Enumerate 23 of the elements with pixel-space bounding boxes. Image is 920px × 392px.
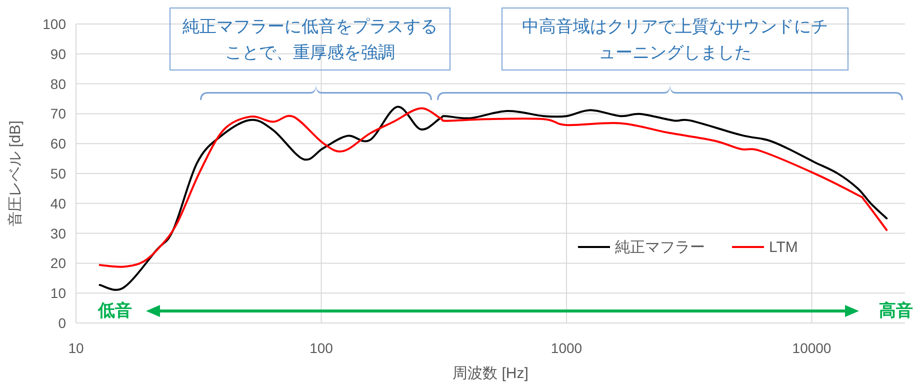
x-tick-label: 10: [68, 340, 84, 356]
annotation: 低音: [97, 301, 132, 320]
y-tick-label: 90: [50, 46, 66, 62]
y-tick-label: 20: [50, 255, 66, 272]
annotation: 高音: [879, 301, 913, 320]
y-axis-title: 音圧レベル [dB]: [7, 120, 24, 226]
y-tick-label: 0: [58, 315, 66, 331]
x-axis-title: 周波数 [Hz]: [452, 365, 528, 382]
annotation: 純正マフラーに低音をプラスすることで、重厚感を強調: [182, 17, 438, 62]
y-tick-label: 10: [50, 285, 66, 302]
y-tick-label: 60: [50, 136, 66, 152]
y-tick-label: 50: [50, 166, 66, 182]
y-tick-label: 40: [50, 195, 66, 212]
y-tick-label: 70: [50, 106, 66, 122]
y-tick-label: 30: [50, 225, 66, 242]
x-tick-label: 10000: [792, 340, 832, 356]
legend-label: LTM: [769, 239, 798, 256]
y-tick-label: 100: [42, 16, 66, 32]
y-tick-label: 80: [50, 76, 66, 92]
x-tick-label: 100: [310, 340, 334, 356]
legend-label: 純正マフラー: [615, 239, 705, 256]
annotation: 中高音域はクリアで上質なサウンドにチューニングしました: [522, 17, 828, 62]
x-tick-label: 1000: [550, 340, 582, 356]
